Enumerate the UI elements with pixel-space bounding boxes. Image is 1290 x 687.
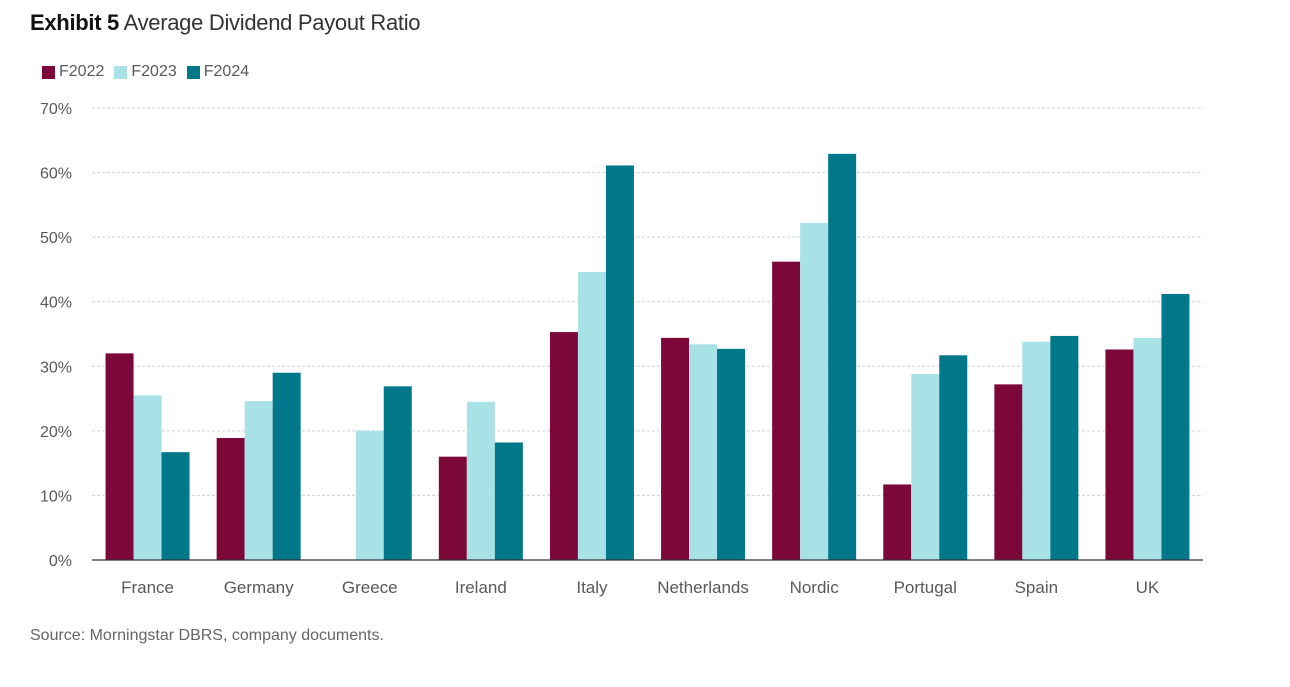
x-tick-label: Netherlands [657, 578, 749, 597]
bar-f2022-spain [994, 384, 1023, 560]
bar-f2023-spain [1022, 341, 1051, 560]
x-tick-label: Germany [224, 578, 294, 597]
bar-f2023-greece [355, 430, 384, 560]
exhibit-label: Exhibit 5 [30, 10, 119, 35]
bar-f2024-ireland [494, 442, 523, 560]
bar-f2022-france [105, 353, 134, 560]
bar-f2024-germany [272, 372, 301, 560]
bar-f2022-nordic [772, 261, 801, 560]
x-tick-label: Italy [576, 578, 608, 597]
bar-f2024-netherlands [717, 348, 746, 560]
bar-f2023-nordic [800, 222, 829, 561]
chart-title: Exhibit 5 Average Dividend Payout Ratio [30, 10, 421, 36]
bar-f2023-ireland [466, 401, 495, 560]
bar-f2023-netherlands [689, 344, 718, 560]
source-note: Source: Morningstar DBRS, company docume… [30, 627, 384, 644]
legend-label-f2022: F2022 [59, 63, 105, 80]
bar-f2024-nordic [828, 153, 857, 561]
bar-f2023-uk [1133, 337, 1162, 560]
bar-f2023-france [133, 395, 162, 560]
chart-legend: F2022 F2023 F2024 [42, 63, 259, 81]
bar-f2024-france [161, 452, 190, 560]
y-tick-label: 70% [40, 101, 72, 118]
x-tick-label: Portugal [894, 578, 957, 597]
x-tick-label: UK [1136, 578, 1160, 597]
y-tick-label: 0% [49, 553, 72, 570]
legend-label-f2023: F2023 [131, 63, 177, 80]
legend-swatch-f2024 [186, 65, 200, 79]
chart-subtitle: Average Dividend Payout Ratio [123, 10, 421, 35]
x-tick-label: France [121, 578, 174, 597]
legend-item-f2024: F2024 [186, 63, 250, 81]
legend-item-f2022: F2022 [42, 63, 104, 81]
y-tick-label: 40% [40, 295, 72, 312]
bar-f2023-italy [577, 272, 606, 560]
bar-f2022-uk [1105, 349, 1134, 560]
bar-f2024-spain [1050, 335, 1079, 560]
legend-item-f2023: F2023 [114, 63, 177, 81]
bar-f2024-italy [605, 165, 634, 560]
x-tick-label: Nordic [790, 578, 840, 597]
bar-f2023-portugal [911, 374, 940, 560]
bar-f2022-italy [549, 332, 578, 560]
legend-swatch-f2022 [42, 65, 55, 79]
y-tick-label: 30% [40, 359, 72, 376]
y-tick-label: 60% [40, 166, 72, 183]
bar-f2024-uk [1161, 293, 1190, 560]
bar-f2022-ireland [438, 456, 467, 560]
y-tick-label: 10% [40, 488, 72, 505]
bar-f2022-portugal [883, 484, 912, 560]
y-tick-label: 50% [40, 230, 72, 247]
x-tick-label: Ireland [455, 578, 507, 597]
y-tick-label: 20% [40, 424, 72, 441]
legend-label-f2024: F2024 [203, 63, 250, 80]
legend-swatch-f2023 [114, 65, 128, 79]
x-tick-label: Spain [1015, 578, 1058, 597]
bar-f2022-netherlands [661, 337, 690, 560]
bar-f2024-greece [383, 386, 412, 560]
bar-f2023-germany [244, 401, 273, 560]
bar-f2022-germany [216, 437, 245, 560]
bar-f2024-portugal [939, 355, 968, 560]
x-tick-label: Greece [342, 578, 398, 597]
